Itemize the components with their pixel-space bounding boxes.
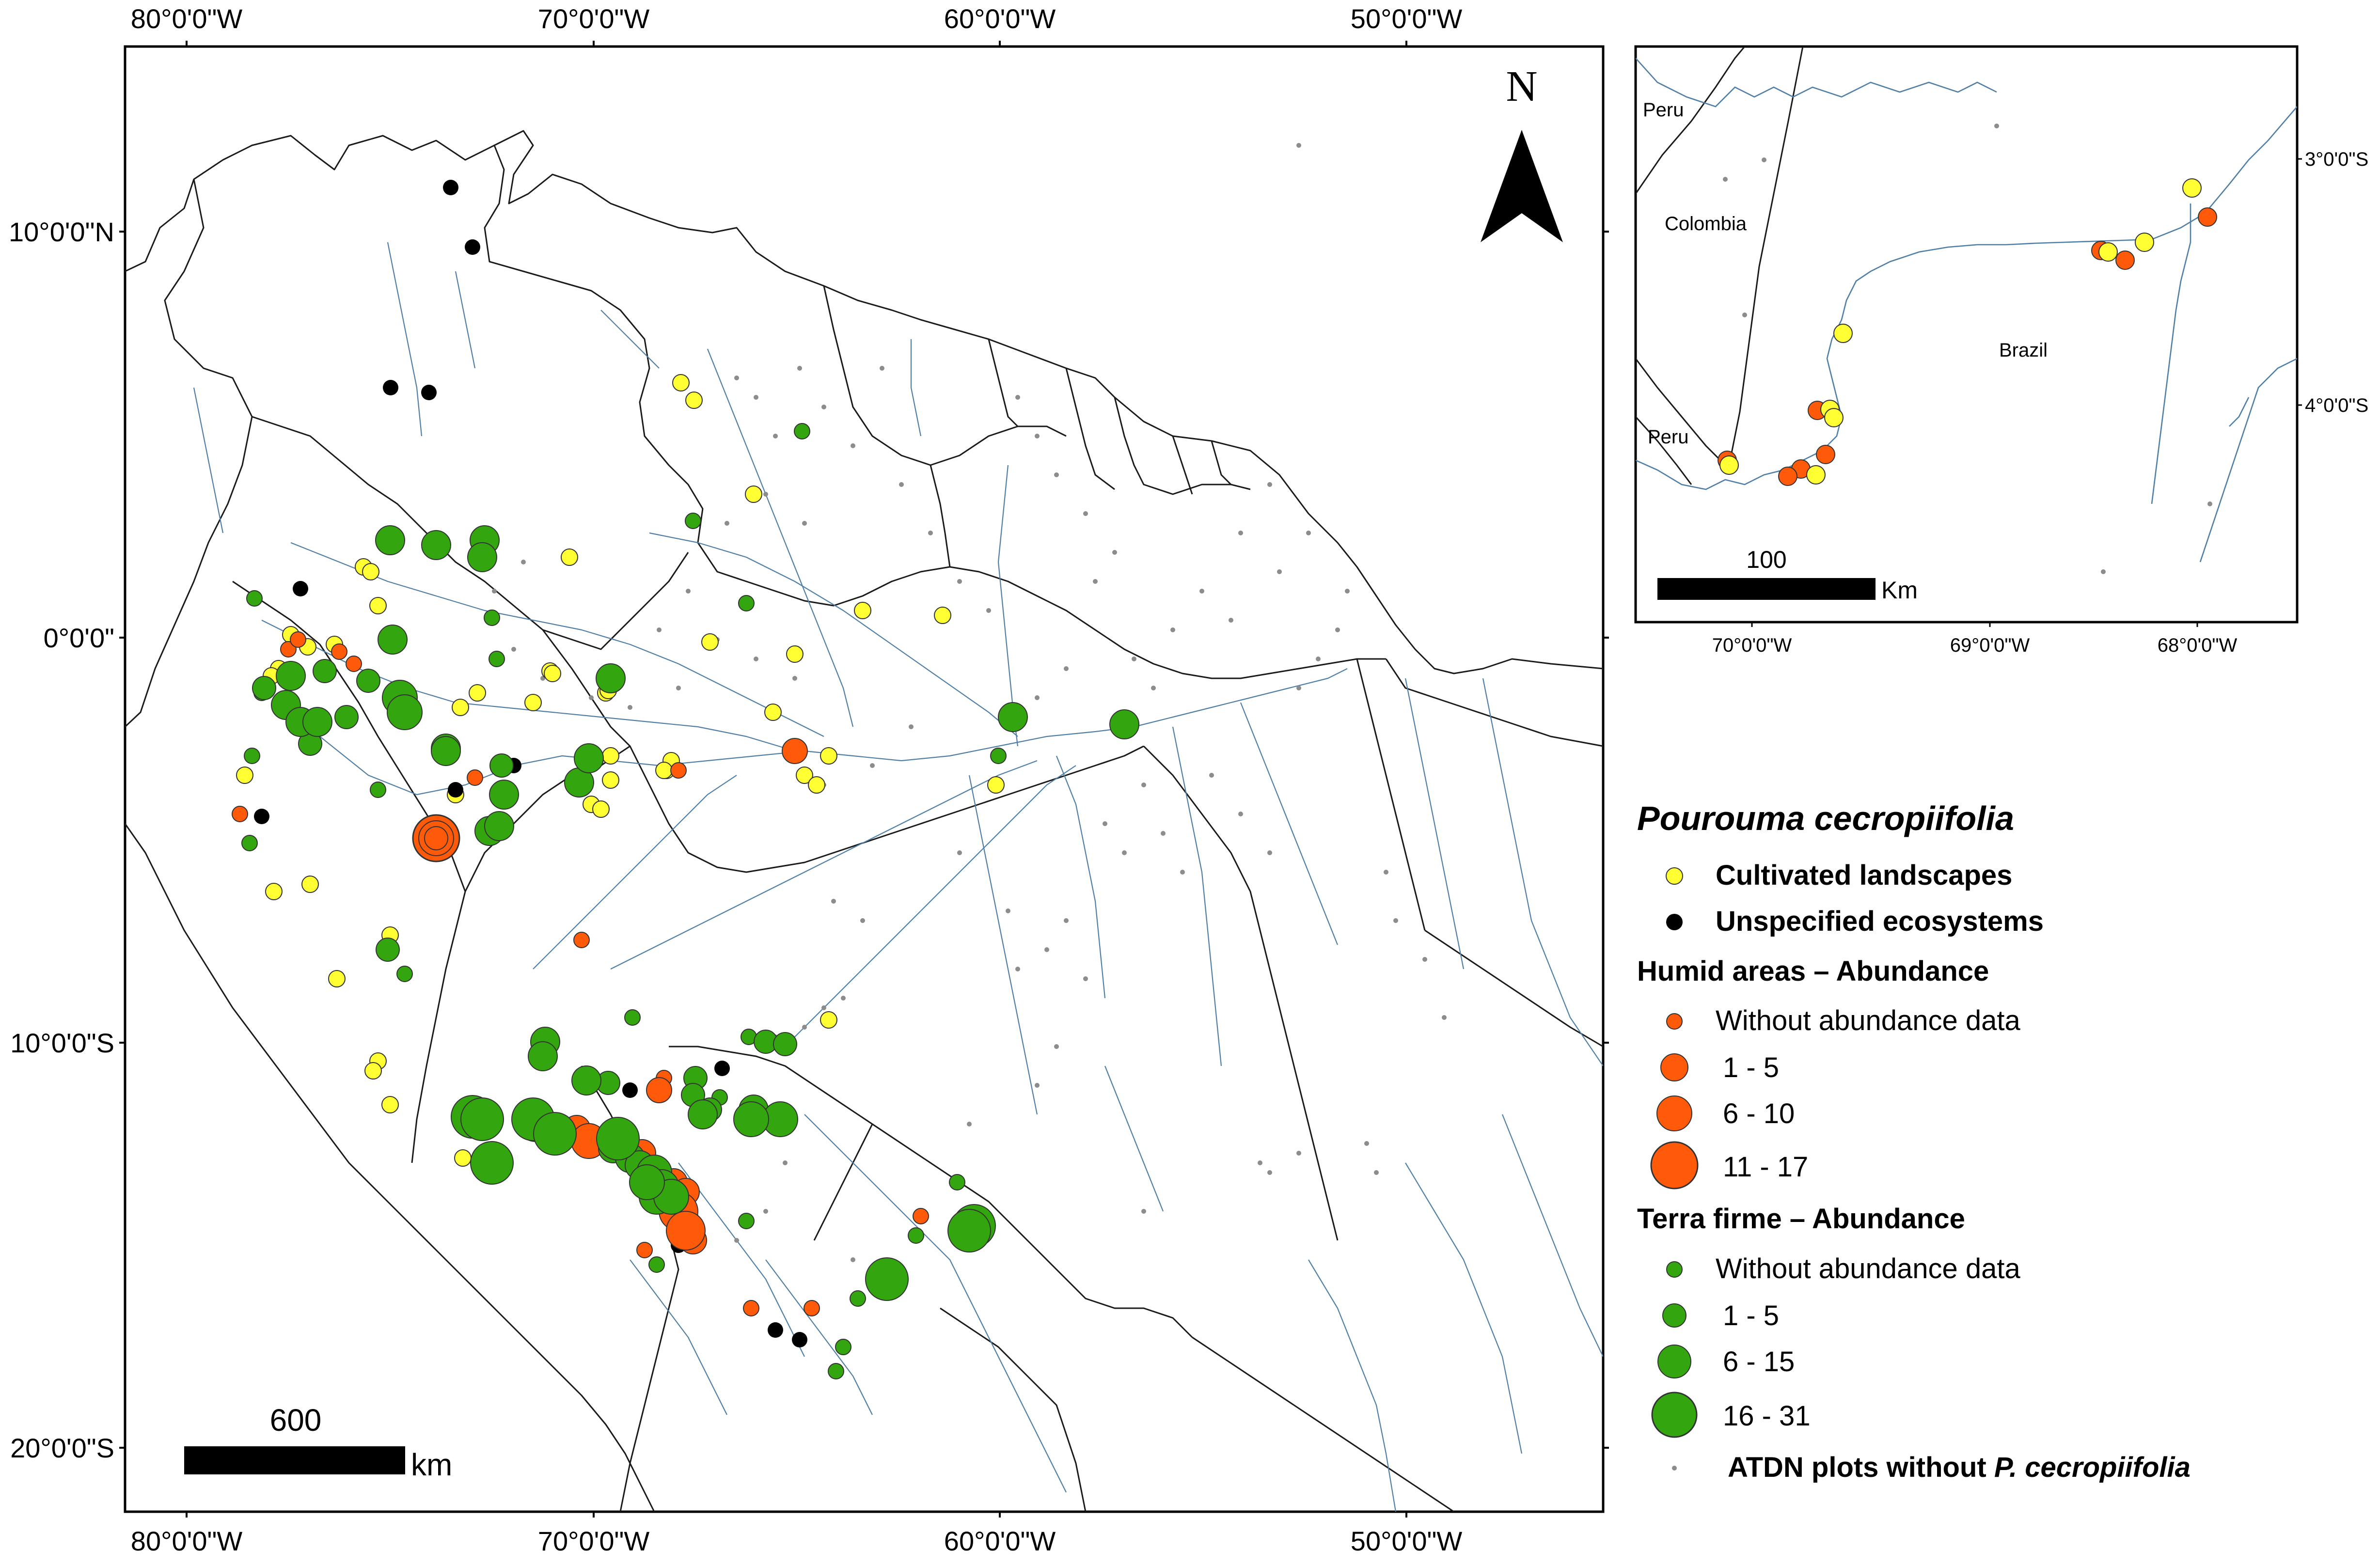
- inset-label-68w: 68°0'0"W: [2158, 635, 2238, 656]
- top-label-60w: 60°0'0"W: [944, 3, 1056, 34]
- legend-terra-label-0: Without abundance data: [1716, 1253, 2021, 1284]
- left-label-10s: 10°0'0"S: [10, 1028, 114, 1058]
- inset-rivers: [1636, 58, 2297, 563]
- legend-terra-label-2: 6 - 15: [1723, 1346, 1795, 1377]
- legend-terra-symbol-3: [1651, 1392, 1698, 1438]
- legend-humid-label-3: 11 - 17: [1723, 1151, 1808, 1183]
- inset-label-69w: 69°0'0"W: [1950, 635, 2030, 656]
- left-label-10n: 10°0'0"N: [9, 217, 114, 247]
- inset-scale-bar: 100 Km: [1657, 546, 1918, 604]
- country-borders: [125, 130, 1603, 1512]
- main-scale-unit: km: [411, 1447, 452, 1482]
- inset-scale-value: 100: [1746, 546, 1786, 573]
- main-map: 80°0'0"W 70°0'0"W 60°0'0"W 50°0'0"W 80°0…: [9, 3, 1609, 1556]
- legend-terra-label-1: 1 - 5: [1723, 1300, 1779, 1331]
- bottom-label-50w: 50°0'0"W: [1351, 1526, 1463, 1556]
- main-scale-bar-rect: [184, 1446, 405, 1474]
- main-map-frame: [124, 45, 1605, 1513]
- inset-label-brazil: Brazil: [1999, 340, 2048, 361]
- inset-borders: [1636, 47, 1804, 485]
- legend-humid-label-0: Without abundance data: [1716, 1005, 2021, 1036]
- inset-label-peru-south: Peru: [1648, 426, 1689, 448]
- left-label-0: 0°0'0": [44, 623, 114, 653]
- legend-terra-symbol-2: [1657, 1345, 1691, 1378]
- legend-atdn-symbol: [1672, 1466, 1677, 1471]
- legend-humid-heading: Humid areas – Abundance: [1637, 955, 1989, 987]
- legend-terra-heading: Terra firme – Abundance: [1637, 1203, 1965, 1235]
- terra-firme-points: [241, 423, 1139, 1379]
- main-map-bottom-labels: 80°0'0"W 70°0'0"W 60°0'0"W 50°0'0"W: [131, 1526, 1463, 1556]
- main-scale-bar: 600 km: [184, 1403, 452, 1482]
- top-label-70w: 70°0'0"W: [538, 3, 650, 34]
- legend-humid-symbol-3: [1650, 1141, 1699, 1189]
- main-map-left-labels: 10°0'0"N 0°0'0" 10°0'0"S 20°0'0"S: [9, 217, 114, 1463]
- north-arrow: N: [1481, 63, 1563, 242]
- inset-label-70w: 70°0'0"W: [1712, 635, 1792, 656]
- bottom-label-60w: 60°0'0"W: [944, 1526, 1056, 1556]
- legend-terra-label-3: 16 - 31: [1723, 1400, 1811, 1432]
- top-label-80w: 80°0'0"W: [131, 3, 243, 34]
- legend-title: Pourouma cecropiifolia: [1637, 799, 2014, 837]
- main-map-top-labels: 80°0'0"W 70°0'0"W 60°0'0"W 50°0'0"W: [131, 3, 1463, 34]
- inset-atdn-plots: [1723, 124, 2212, 574]
- legend-unspecified-symbol: [1666, 914, 1683, 930]
- inset-ticks: [1751, 158, 2302, 627]
- north-label: N: [1506, 63, 1538, 110]
- inset-label-3s: 3°0'0"S: [2305, 149, 2368, 170]
- legend-cultivated-symbol: [1666, 867, 1683, 885]
- left-label-20s: 20°0'0"S: [10, 1433, 114, 1463]
- inset-scale-unit: Km: [1881, 577, 1918, 604]
- cultivated-landscapes-points: [236, 374, 1005, 1167]
- legend-humid-label-2: 6 - 10: [1723, 1098, 1795, 1129]
- inset-bottom-labels: 70°0'0"W 69°0'0"W 68°0'0"W: [1712, 635, 2238, 656]
- inset-label-colombia: Colombia: [1665, 213, 1747, 235]
- legend-unspecified-label: Unspecified ecosystems: [1716, 906, 2044, 937]
- legend-atdn-prefix: ATDN plots without: [1728, 1452, 1994, 1483]
- legend-terra-symbol-1: [1662, 1303, 1686, 1328]
- inset-label-peru-north: Peru: [1643, 99, 1684, 121]
- inset-map-frame: [1634, 45, 2299, 624]
- inset-scale-bar-rect: [1657, 578, 1876, 600]
- inset-right-labels: 3°0'0"S 4°0'0"S: [2305, 149, 2368, 416]
- inset-map: Peru Colombia Brazil Peru 100 Km 3°0'0"S…: [1634, 45, 2368, 656]
- legend-humid-symbol-2: [1656, 1096, 1692, 1131]
- legend-cultivated-label: Cultivated landscapes: [1716, 860, 2012, 891]
- legend-humid-symbol-0: [1666, 1013, 1683, 1030]
- inset-points: [1718, 178, 2217, 486]
- main-scale-value: 600: [270, 1403, 322, 1438]
- top-label-50w: 50°0'0"W: [1351, 3, 1463, 34]
- bottom-label-70w: 70°0'0"W: [538, 1526, 650, 1556]
- bottom-label-80w: 80°0'0"W: [131, 1526, 243, 1556]
- legend-humid-symbol-1: [1660, 1053, 1688, 1081]
- inset-label-4s: 4°0'0"S: [2305, 395, 2368, 416]
- legend-terra-symbol-0: [1666, 1261, 1683, 1278]
- legend-atdn-label: ATDN plots without P. cecropiifolia: [1728, 1452, 2191, 1483]
- inset-country-labels: Peru Colombia Brazil Peru: [1643, 99, 2048, 448]
- legend-humid-label-1: 1 - 5: [1723, 1052, 1779, 1083]
- north-arrow-icon: [1481, 130, 1563, 242]
- legend-atdn-species: P. cecropiifolia: [1994, 1452, 2191, 1483]
- legend: Pourouma cecropiifolia Cultivated landsc…: [1637, 799, 2191, 1483]
- main-map-ticks: [119, 41, 1609, 1518]
